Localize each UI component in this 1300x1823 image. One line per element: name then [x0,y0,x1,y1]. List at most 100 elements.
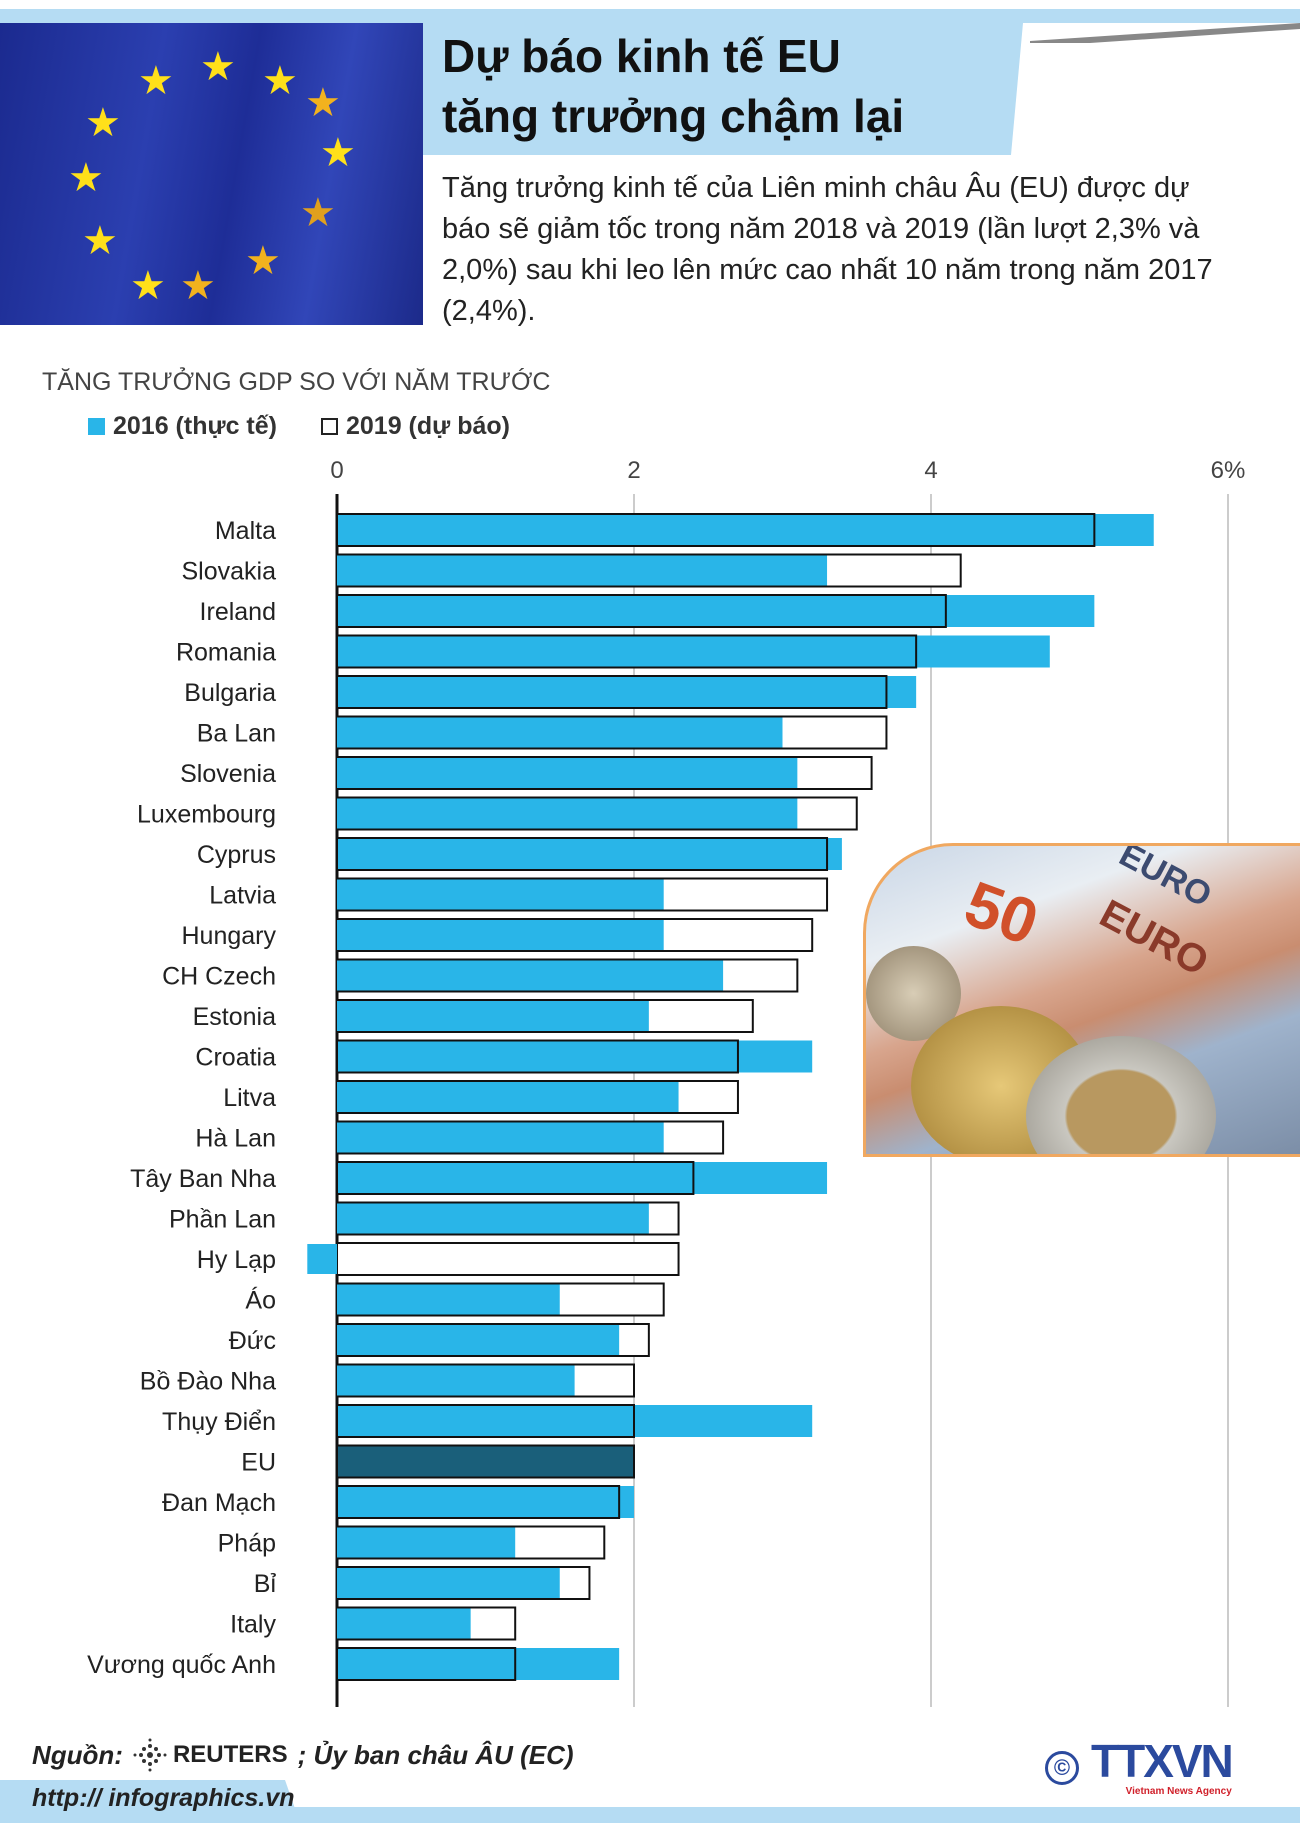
bar-forecast [336,1444,635,1479]
bar-actual [337,960,724,991]
title-line-1: Dự báo kinh tế EU [442,30,841,82]
category-label: Ireland [200,598,276,626]
x-tick-label: 0 [330,457,343,484]
category-label: CH Czech [162,963,276,991]
legend-label-forecast: 2019 (dự báo) [346,412,510,440]
bar-forecast [336,1161,695,1195]
bar-forecast [336,513,1096,547]
bar-forecast [336,1485,621,1519]
category-label: Đan Mạch [162,1489,276,1517]
bottom-strip [0,1807,1300,1823]
bar-actual [337,1405,813,1437]
bar-actual [337,920,664,950]
bar-actual [337,1122,664,1153]
source: Nguồn: REUTERS ; Ủy ban châu ÂU (EC) [32,1738,574,1772]
legend-swatch-forecast [321,418,338,435]
category-label: Malta [215,517,276,545]
ttxvn-logo: © TTXVN Vietnam News Agency [1045,1735,1234,1798]
legend-swatch-actual [88,418,105,435]
bar-actual [337,717,783,748]
category-label: Latvia [209,882,276,910]
bar-actual [337,1486,634,1518]
category-label: Slovenia [180,760,276,788]
source-label: Nguồn: [32,1739,123,1770]
category-label: Estonia [193,1003,276,1031]
category-label: Đức [229,1327,276,1355]
x-tick-label: 4 [924,457,937,484]
euro-money-photo: 50 EURO EURO [863,843,1300,1157]
category-label: Ba Lan [197,720,276,748]
bar-actual [337,1527,516,1558]
star-icon: ★ [200,45,236,89]
logo-text: TTXVN [1091,1735,1234,1787]
category-label: Luxembourg [137,801,276,829]
category-label: Phần Lan [169,1206,276,1234]
reuters-dots-icon [133,1738,167,1772]
category-label: Bỉ [254,1570,277,1598]
reuters-label: REUTERS [172,1741,288,1768]
bar-actual [337,1040,813,1073]
bar-forecast [336,1039,739,1074]
bar-actual [337,635,1050,668]
title-line-2: tăng trưởng chậm lại [442,90,905,142]
bar-actual [337,1608,471,1639]
bar-chart: 0 2 4 6% Malta Slovakia Ireland Romania Bulgaria… [87,457,1246,1707]
bar-actual [307,1244,337,1274]
legend: 2016 (thực tế) 2019 (dự báo) [88,412,510,441]
bar-forecast [336,675,888,709]
bar-actual [337,1001,649,1031]
website-link[interactable]: http:// infographics.vn [32,1784,295,1812]
bar-forecast [336,1404,635,1438]
star-icon: ★ [85,101,121,145]
bar-actual [337,1445,634,1478]
bar-actual [337,758,798,788]
legend-item-actual: 2016 (thực tế) [88,412,277,441]
category-label: Thụy Điển [162,1408,276,1436]
bar-forecast [336,1242,680,1276]
category-label: Italy [230,1611,276,1639]
category-label: Bulgaria [184,679,276,707]
category-label: EU [241,1449,276,1477]
bar-actual [337,514,1154,546]
category-label: Bồ Đào Nha [140,1368,276,1396]
star-icon: ★ [262,59,298,103]
star-icon: ★ [138,59,174,103]
bar-actual [337,555,828,586]
star-icon: ★ [245,239,281,283]
category-label: Litva [223,1084,276,1112]
title-accent-line [1030,23,1300,43]
bar-actual [337,879,664,910]
category-label: Slovakia [182,558,277,586]
x-tick-label: 6% [1211,457,1246,484]
x-tick-label: 2 [627,457,640,484]
bar-forecast [336,837,829,871]
bar-actual [337,798,798,829]
category-label: Cyprus [197,841,276,869]
bar-actual [337,1365,575,1396]
bar-actual [337,1568,560,1598]
bar-actual [337,1284,560,1315]
category-label: Romania [176,639,276,667]
category-label: Áo [245,1286,276,1315]
star-icon: ★ [130,264,166,308]
star-icon: ★ [68,156,104,200]
star-icon: ★ [320,131,356,175]
reuters-logo: REUTERS [133,1738,288,1772]
star-icon: ★ [300,191,336,235]
description: Tăng trưởng kinh tế của Liên minh châu Â… [442,172,1213,327]
category-label: Pháp [218,1530,276,1558]
bar-actual [337,676,917,708]
top-accent-band [0,9,1300,23]
category-label: Vương quốc Anh [87,1651,276,1679]
star-icon: ★ [305,81,341,125]
star-icon: ★ [180,264,216,308]
category-label: Hy Lạp [197,1246,276,1274]
bar-actual [337,1162,828,1194]
copyright-icon: © [1045,1751,1079,1785]
chart-title: TĂNG TRƯỞNG GDP SO VỚI NĂM TRƯỚC [42,368,551,396]
bar-forecast [336,634,918,669]
star-icon: ★ [82,219,118,263]
category-label: Tây Ban Nha [130,1165,276,1193]
category-label: Hà Lan [195,1125,276,1153]
bar-actual [337,1203,649,1234]
